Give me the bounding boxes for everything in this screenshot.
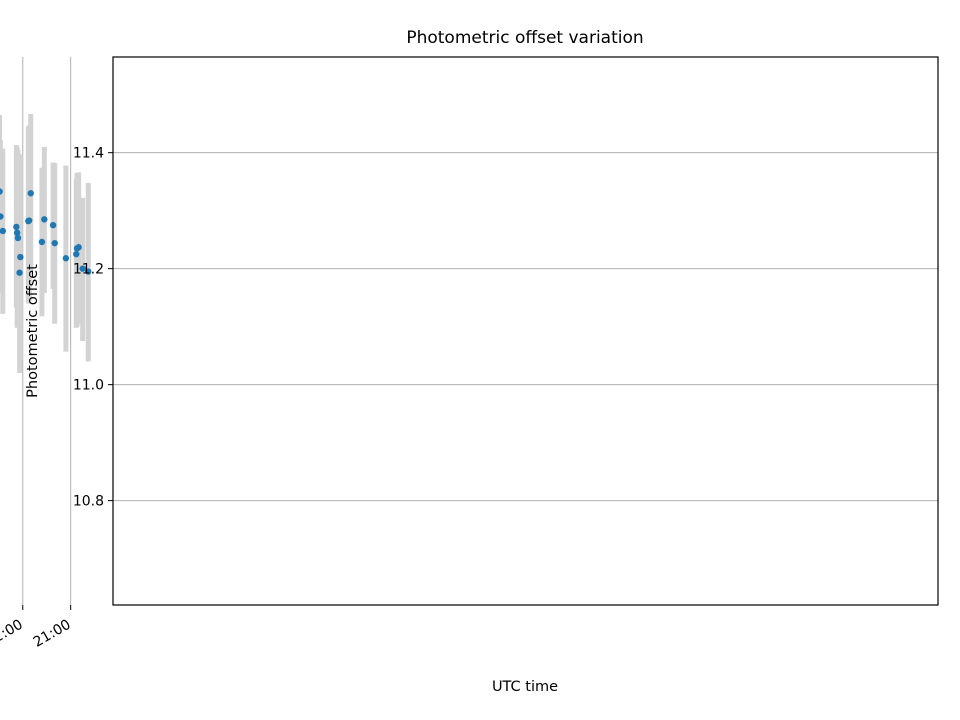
y-axis-ticks: 10.8 11.0 11.2 11.4 (73, 146, 113, 510)
data-point (17, 253, 24, 261)
data-point (73, 245, 81, 252)
plot-frame (112, 56, 939, 606)
data-point (0, 188, 3, 195)
chart-title: Photometric offset variation (406, 28, 643, 48)
data-point (73, 250, 80, 258)
data-point (0, 213, 4, 220)
y-tick-label: 11.0 (73, 378, 104, 394)
y-tick-label: 11.2 (73, 262, 104, 278)
data-points (0, 188, 92, 276)
data-point (0, 227, 6, 235)
data-point (13, 223, 20, 231)
data-point (16, 269, 23, 276)
y-tick-label: 10.8 (73, 494, 104, 510)
data-point (25, 217, 32, 225)
data-point (85, 268, 92, 275)
y-axis-label: Photometric offset (25, 264, 41, 398)
grid-lines (22, 57, 938, 605)
data-point (62, 255, 70, 262)
data-point (41, 216, 48, 223)
data-point (38, 238, 46, 246)
data-point (14, 234, 22, 242)
data-point (51, 239, 58, 247)
y-tick-label: 11.4 (73, 146, 104, 162)
data-point (79, 265, 86, 272)
x-axis-label: UTC time (492, 679, 558, 695)
data-point (49, 221, 57, 229)
data-point (27, 190, 34, 197)
data-point (13, 229, 21, 236)
